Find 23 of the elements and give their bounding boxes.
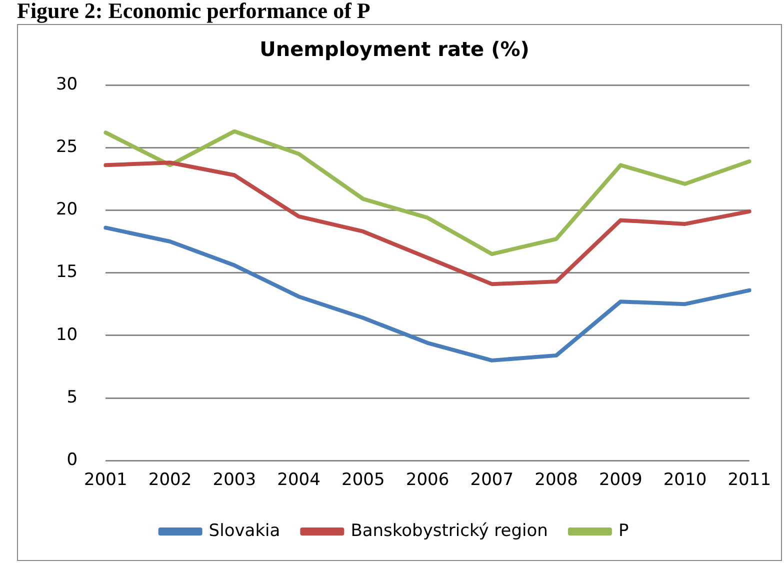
y-tick-label: 0 [66, 450, 78, 470]
x-tick-label: 2008 [534, 470, 578, 490]
x-tick-label: 2001 [84, 470, 128, 490]
y-tick-label: 5 [66, 387, 78, 408]
x-tick-label: 2009 [598, 470, 642, 490]
x-tick-label: 2003 [212, 470, 256, 490]
legend-label: Banskobystrický region [350, 520, 548, 541]
x-tick-label: 2005 [341, 470, 385, 490]
chart-title: Unemployment rate (%) [260, 37, 530, 62]
y-tick-label: 15 [56, 262, 78, 282]
x-tick-label: 2011 [728, 470, 771, 490]
x-tick-label: 2007 [470, 470, 514, 490]
legend-label: P [618, 520, 629, 541]
legend-label: Slovakia [208, 520, 280, 541]
x-tick-label: 2004 [277, 470, 320, 490]
x-tick-label: 2006 [406, 470, 450, 490]
caption: Figure 2: Economic performance of P [17, 0, 370, 23]
x-tick-label: 2002 [148, 470, 192, 490]
y-tick-label: 10 [56, 324, 78, 345]
x-tick-label: 2010 [663, 470, 707, 490]
y-tick-label: 25 [56, 137, 78, 158]
y-tick-label: 20 [56, 200, 78, 220]
y-tick-label: 30 [56, 74, 78, 94]
